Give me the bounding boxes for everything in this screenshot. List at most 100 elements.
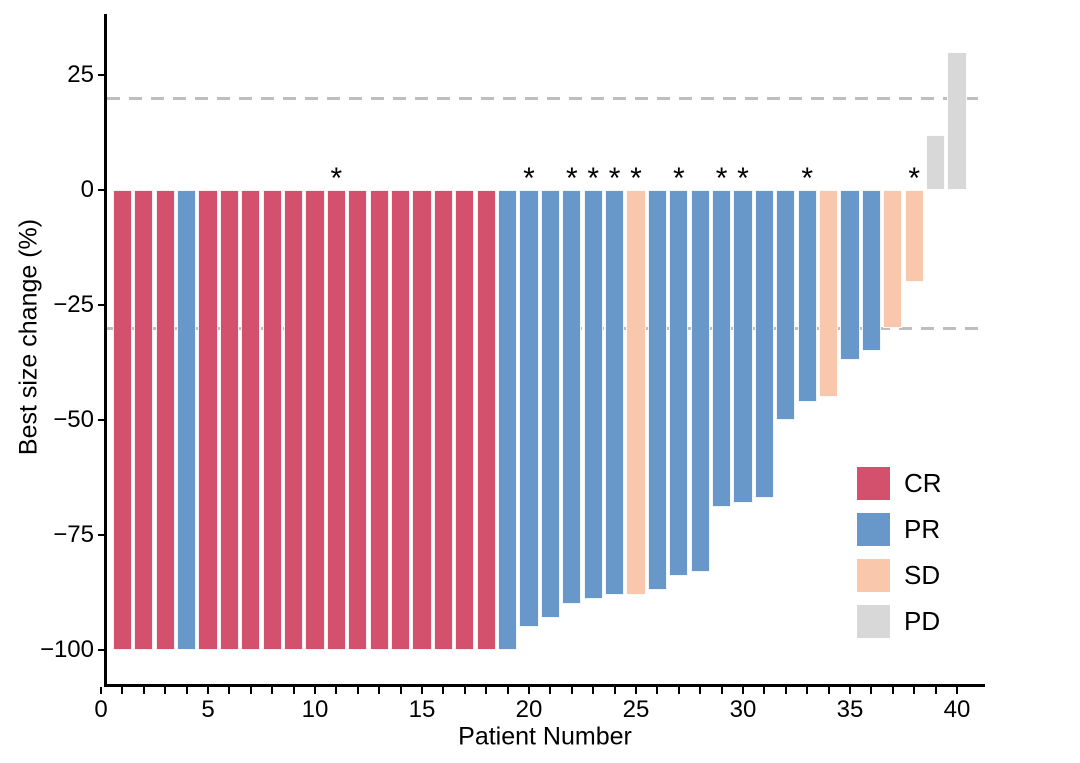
bar-patient-36-pr xyxy=(861,190,882,351)
x-tick-3 xyxy=(164,687,167,694)
bar-patient-37-sd xyxy=(883,190,903,328)
significance-asterisk-patient-30: * xyxy=(737,162,749,195)
y-tick-label--25: −25 xyxy=(53,291,94,318)
x-tick-18 xyxy=(485,687,488,694)
significance-asterisk-patient-29: * xyxy=(715,162,728,195)
bar-patient-13-cr xyxy=(369,190,389,650)
significance-asterisk-patient-33: * xyxy=(801,162,814,195)
bar-patient-27-pr xyxy=(669,190,689,577)
significance-asterisk-patient-11: * xyxy=(330,162,343,195)
y-axis-title: Best size change (%) xyxy=(14,218,43,456)
bar-patient-23-pr xyxy=(583,190,603,600)
x-tick-33 xyxy=(806,687,809,694)
y-tick--50 xyxy=(98,419,105,421)
bar-patient-16-cr xyxy=(433,190,454,650)
x-tick-21 xyxy=(549,687,552,694)
x-tick-26 xyxy=(656,687,659,694)
bar-patient-14-cr xyxy=(390,190,411,650)
x-tick-11 xyxy=(335,687,338,694)
x-tick-30 xyxy=(742,687,744,694)
x-tick-38 xyxy=(913,687,916,694)
y-tick-label--50: −50 xyxy=(53,406,94,433)
x-tick-17 xyxy=(463,687,466,694)
bar-patient-28-pr xyxy=(690,190,710,572)
bar-patient-30-pr xyxy=(733,190,753,503)
bar-patient-24-pr xyxy=(604,190,625,595)
legend-item-cr: CR xyxy=(857,467,942,500)
x-tick-0 xyxy=(100,687,102,694)
y-tick--100 xyxy=(98,649,105,651)
y-tick--25 xyxy=(98,304,105,306)
legend-swatch-sd xyxy=(857,559,890,592)
legend-swatch-pr xyxy=(857,513,890,546)
x-tick-label-15: 15 xyxy=(408,696,436,723)
x-tick-label-0: 0 xyxy=(94,696,108,723)
x-tick-label-40: 40 xyxy=(943,696,971,723)
x-tick-7 xyxy=(249,687,252,694)
x-tick-31 xyxy=(763,687,766,694)
legend-label-pr: PR xyxy=(904,514,941,544)
bar-patient-10-cr xyxy=(305,190,325,650)
bar-patient-17-cr xyxy=(455,190,475,650)
bar-patient-11-cr xyxy=(326,190,347,650)
bar-patient-34-sd xyxy=(818,190,839,397)
x-tick-9 xyxy=(292,687,295,694)
bar-patient-4-pr xyxy=(176,190,197,650)
x-tick-1 xyxy=(121,687,124,694)
significance-asterisk-patient-22: * xyxy=(565,162,578,195)
x-axis-line xyxy=(104,684,985,687)
bar-patient-20-pr xyxy=(519,190,539,627)
bar-patient-21-pr xyxy=(540,190,561,618)
bar-patient-40-pd xyxy=(947,52,967,190)
x-tick-34 xyxy=(827,687,830,694)
significance-asterisk-patient-20: * xyxy=(523,162,535,195)
x-tick-13 xyxy=(378,687,381,694)
bar-patient-3-cr xyxy=(155,190,175,650)
legend-label-pd: PD xyxy=(904,606,941,636)
y-tick--75 xyxy=(98,534,105,536)
legend-label-sd: SD xyxy=(904,560,941,590)
bar-patient-19-pr xyxy=(497,190,518,650)
bar-patient-35-pr xyxy=(840,190,860,361)
significance-asterisk-patient-38: * xyxy=(908,162,921,195)
x-tick-23 xyxy=(592,687,595,694)
x-tick-25 xyxy=(635,687,637,694)
bar-patient-26-pr xyxy=(647,190,668,591)
x-tick-6 xyxy=(228,687,231,694)
bar-patient-32-pr xyxy=(776,190,796,420)
legend-item-sd: SD xyxy=(857,559,942,592)
significance-asterisk-patient-23: * xyxy=(587,162,600,195)
bar-patient-25-sd xyxy=(626,190,646,595)
x-tick-29 xyxy=(720,687,723,694)
y-tick-25 xyxy=(98,74,105,76)
x-tick-label-25: 25 xyxy=(622,696,650,723)
x-tick-19 xyxy=(506,687,509,694)
threshold-line-20 xyxy=(107,96,985,100)
bar-patient-31-pr xyxy=(754,190,775,499)
x-tick-24 xyxy=(613,687,616,694)
bar-patient-12-cr xyxy=(348,190,368,650)
x-tick-35 xyxy=(849,687,851,694)
x-tick-label-30: 30 xyxy=(729,696,757,723)
x-tick-36 xyxy=(870,687,873,694)
x-tick-37 xyxy=(891,687,894,694)
bar-patient-9-cr xyxy=(283,190,304,650)
x-tick-label-10: 10 xyxy=(301,696,329,723)
y-tick-label-0: 0 xyxy=(80,176,94,203)
x-tick-15 xyxy=(421,687,423,694)
x-tick-28 xyxy=(699,687,702,694)
x-tick-22 xyxy=(570,687,573,694)
legend-swatch-cr xyxy=(857,467,890,500)
x-tick-12 xyxy=(356,687,359,694)
legend-item-pr: PR xyxy=(857,513,942,546)
bar-patient-6-cr xyxy=(219,190,240,650)
x-tick-label-35: 35 xyxy=(836,696,864,723)
x-tick-27 xyxy=(677,687,680,694)
x-tick-40 xyxy=(956,687,958,694)
bar-patient-2-cr xyxy=(134,190,154,650)
bar-patient-33-pr xyxy=(797,190,817,402)
x-tick-label-20: 20 xyxy=(515,696,543,723)
